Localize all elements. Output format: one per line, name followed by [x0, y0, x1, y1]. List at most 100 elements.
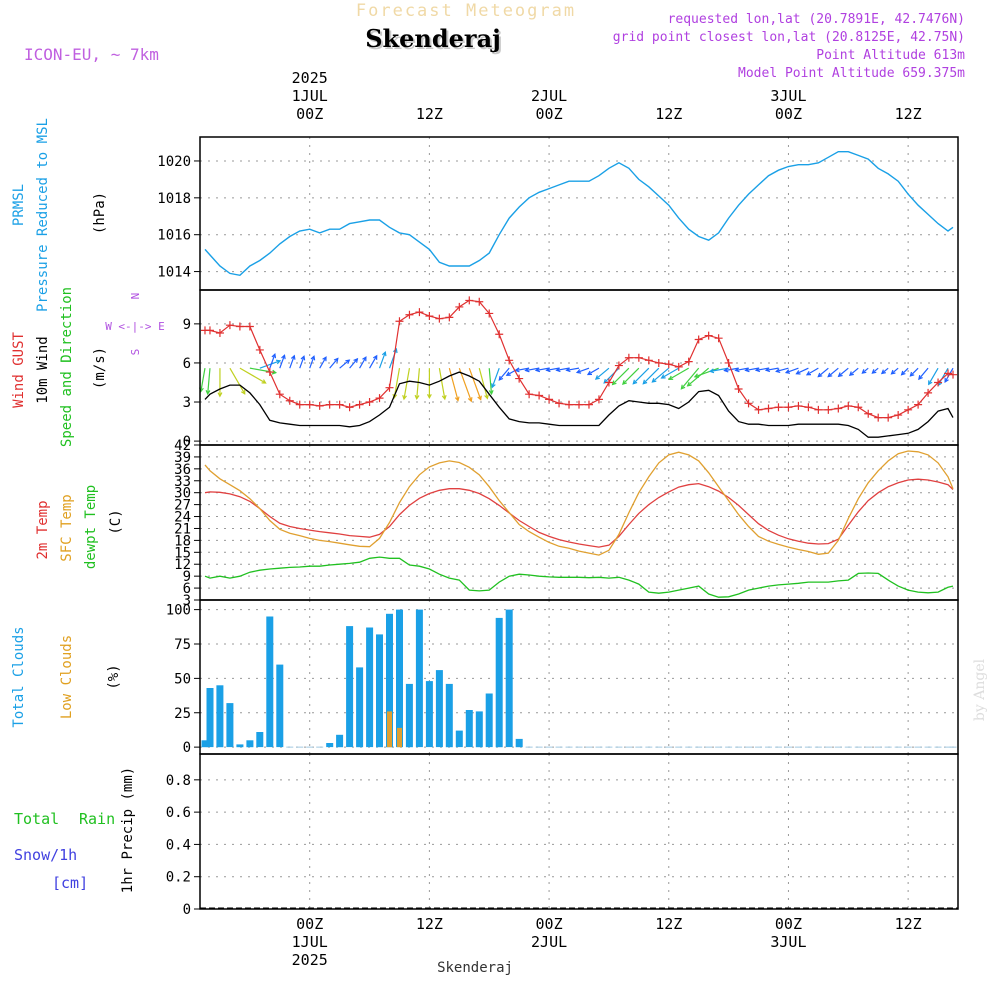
wind-gust-marker: [405, 310, 414, 319]
wind-gust-marker: [285, 396, 294, 405]
y-tick-label: 24: [174, 510, 191, 526]
wind-gust-line: [205, 299, 954, 419]
wind-gust-marker: [215, 328, 224, 337]
wind-arrow-head: [514, 367, 520, 373]
total-cloud-bar: [236, 744, 244, 748]
wind-arrow: [817, 367, 829, 378]
wind-arrow: [289, 355, 295, 369]
wind-arrow: [416, 368, 421, 399]
bottom-time-label: 12Z: [655, 915, 682, 933]
top-time-label: 2JUL: [531, 87, 567, 105]
total-cloud-bar: [396, 609, 403, 748]
location-title: Skenderaj: [365, 24, 501, 53]
wind-gust-marker: [664, 360, 673, 369]
wind-gust-marker: [804, 403, 813, 412]
cloud-unit: (%): [106, 664, 122, 689]
wind-gust-marker: [734, 384, 743, 393]
wind-arrow: [546, 367, 560, 371]
wind-gust-marker: [614, 361, 623, 370]
wind-arrow-head: [900, 370, 906, 376]
temp-dewpt-label: dewpt Temp: [83, 485, 99, 569]
wind-arrow: [438, 368, 446, 400]
wind-arrow: [566, 367, 580, 371]
model-altitude: Model Point Altitude 659.375m: [738, 66, 965, 81]
wind-arrow-head: [805, 370, 812, 376]
wind-arrow: [403, 368, 411, 400]
wind-arrow: [735, 367, 749, 372]
wind-arrow-head: [565, 367, 571, 373]
wind-arrow: [229, 367, 246, 395]
wind-arrow-head: [488, 389, 494, 396]
top-time-label: 00Z: [536, 105, 563, 123]
wind-arrow-head: [611, 380, 617, 386]
total-cloud-bar: [415, 609, 423, 748]
wind-arrow: [680, 367, 700, 390]
wind-gust-marker: [535, 391, 544, 400]
low-cloud-bar: [387, 711, 392, 748]
model-label: ICON-EU, ~ 7km: [24, 45, 159, 64]
wind-arrow-head: [754, 367, 761, 373]
wind-arrow-head: [441, 395, 447, 401]
y-tick-label: 0: [183, 902, 191, 918]
total-cloud-bar: [216, 685, 224, 748]
y-tick-label: 1020: [157, 154, 191, 170]
total-cloud-bar: [435, 670, 443, 748]
wind-unit: (m/s): [92, 347, 108, 389]
y-tick-label: 27: [174, 498, 191, 514]
y-tick-label: 50: [174, 671, 191, 687]
wind-speed-dir-label: Speed and Direction: [59, 287, 75, 447]
wind-arrow: [369, 355, 378, 369]
wind-arrow-head: [693, 373, 699, 378]
wind-gust-marker: [205, 326, 214, 335]
wind-arrow-head: [795, 370, 801, 375]
y-tick-label: 3: [183, 395, 191, 411]
pressure-panel: 1014 1016 1018 1020: [157, 137, 958, 290]
y-tick-label: 0.4: [166, 837, 191, 853]
wind-gust-marker: [415, 308, 424, 317]
wind-arrow-head: [880, 369, 886, 375]
wind-arrow: [622, 367, 640, 385]
wind-gust-marker: [575, 400, 583, 409]
y-tick-label: 100: [166, 603, 191, 619]
wind-gust-marker: [235, 322, 244, 331]
wind-arrow: [556, 367, 570, 371]
requested-coords: requested lon,lat (20.7891E, 42.7476N): [668, 12, 965, 27]
wind-gust-marker: [824, 405, 833, 414]
total-cloud-bar: [226, 703, 234, 748]
wind-arrow-head: [890, 369, 896, 375]
wind-arrow-head: [271, 369, 278, 375]
wind-arrow: [491, 367, 500, 388]
wind-arrow-head: [545, 367, 551, 373]
wind-arrow: [891, 367, 899, 375]
temp-dewpt-line: [204, 556, 954, 598]
wind-gust-marker: [355, 400, 364, 409]
wind-gust-marker: [764, 404, 773, 413]
wind-gust-marker: [584, 400, 593, 409]
prmsl-label: PRMSL: [11, 184, 27, 226]
wind-gust-marker: [525, 390, 534, 399]
temp-2m-label: 2m Temp: [35, 500, 51, 559]
wind-arrow: [498, 367, 510, 381]
wind-gust-marker: [325, 400, 334, 409]
wind-arrow-head: [300, 355, 306, 361]
wind-arrow: [849, 367, 859, 376]
wind-arrow: [536, 367, 550, 372]
wind-arrow-head: [372, 354, 378, 360]
precip-labels: Total Rain Snow/1h [cm] 1hr Precip (mm): [14, 767, 136, 893]
total-cloud-bar: [246, 740, 254, 748]
y-tick-label: 0.8: [166, 773, 191, 789]
wind-gust-marker: [884, 413, 893, 422]
wind-gust-marker: [744, 399, 753, 408]
wind-gust-marker: [904, 405, 913, 414]
watermark: by Angel: [972, 658, 988, 721]
wind-arrow: [587, 367, 600, 375]
wind-gust-marker: [385, 383, 394, 392]
y-tick-label: 21: [174, 521, 191, 537]
wind-arrow: [612, 367, 630, 385]
wind-arrow: [576, 367, 590, 374]
wind-arrow: [806, 367, 819, 376]
wind-panel: 0 3 6 9: [183, 290, 958, 450]
wind-gust-marker: [335, 400, 344, 409]
top-time-label: 12Z: [416, 105, 443, 123]
wind-arrow: [239, 367, 266, 384]
